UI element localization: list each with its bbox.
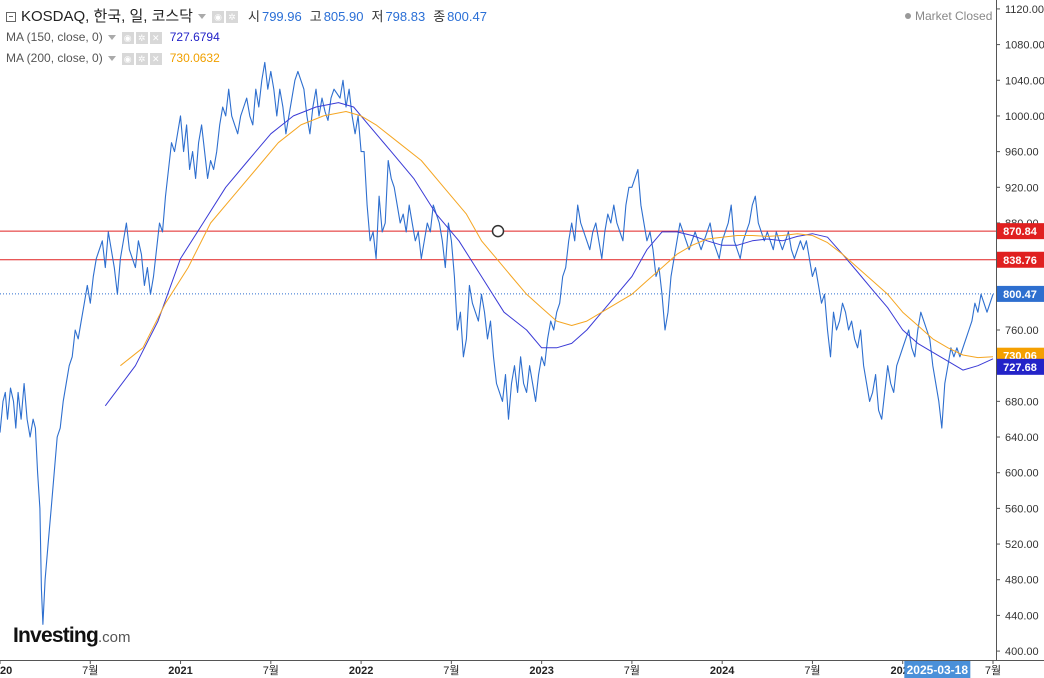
line-anchor-handle bbox=[491, 224, 505, 238]
y-tick-label: 400.00 bbox=[1005, 646, 1039, 658]
x-tick-label: 2023 bbox=[529, 665, 553, 677]
ma150-value: 727.6794 bbox=[169, 30, 220, 44]
settings-icon[interactable]: ✲ bbox=[135, 52, 148, 65]
close-icon[interactable]: ✕ bbox=[149, 52, 162, 65]
market-status: Market Closed bbox=[905, 9, 992, 23]
low-value: 798.83 bbox=[385, 9, 426, 24]
cursor-date-label: 2025-03-18 bbox=[907, 663, 969, 677]
hline-label-box bbox=[997, 251, 1044, 268]
chevron-down-icon[interactable] bbox=[198, 14, 206, 19]
x-tick-label: 2022 bbox=[349, 665, 373, 677]
logo-main: Investing bbox=[13, 624, 99, 647]
hline-label-box bbox=[997, 223, 1044, 240]
ma200-label: MA (200, close, 0) bbox=[6, 51, 103, 65]
investing-logo[interactable]: Investing.com bbox=[13, 624, 131, 648]
symbol-title: KOSDAQ, 한국, 일, 코스닥 bbox=[21, 8, 193, 25]
ma150-row[interactable]: MA (150, close, 0) ◉ ✲ ✕ 727.6794 bbox=[6, 27, 487, 48]
cursor-date-box bbox=[904, 661, 971, 678]
y-tick-label: 1040.00 bbox=[1005, 75, 1044, 87]
x-tick-label: 7월 bbox=[985, 664, 1001, 677]
high-label: 고 bbox=[309, 9, 322, 24]
y-tick-label: 440.00 bbox=[1005, 610, 1039, 622]
chevron-down-icon[interactable] bbox=[107, 35, 116, 40]
visibility-icon[interactable]: ◉ bbox=[212, 10, 224, 23]
ma200-row[interactable]: MA (200, close, 0) ◉ ✲ ✕ 730.0632 bbox=[6, 48, 487, 69]
chevron-down-icon[interactable] bbox=[107, 56, 116, 61]
high-value: 805.90 bbox=[323, 9, 364, 24]
chart-legend: KOSDAQ, 한국, 일, 코스닥 ◉ ✲ 시 799.96 고 805.90 저… bbox=[6, 6, 487, 69]
y-tick-label: 1120.00 bbox=[1005, 4, 1044, 16]
y-tick-label: 520.00 bbox=[1005, 539, 1039, 551]
y-tick-label: 480.00 bbox=[1005, 575, 1039, 587]
logo-suffix: .com bbox=[97, 629, 131, 646]
ma200-line bbox=[120, 111, 994, 367]
x-tick-label: 7월 bbox=[624, 664, 640, 677]
y-tick-label: 960.00 bbox=[1005, 147, 1039, 159]
x-tick-label: 2024 bbox=[710, 665, 735, 677]
hline-label: 870.84 bbox=[1003, 226, 1038, 238]
ma150-line bbox=[104, 102, 994, 407]
open-value: 799.96 bbox=[261, 9, 302, 24]
collapse-icon[interactable] bbox=[6, 11, 16, 22]
ma-label-box bbox=[997, 358, 1044, 375]
visibility-icon[interactable]: ◉ bbox=[121, 31, 134, 44]
close-label: 종 bbox=[433, 9, 446, 24]
status-dot-icon bbox=[905, 13, 911, 19]
symbol-row: KOSDAQ, 한국, 일, 코스닥 ◉ ✲ 시 799.96 고 805.90 저… bbox=[6, 6, 487, 27]
y-tick-label: 920.00 bbox=[1005, 182, 1039, 194]
x-tick-label: 7월 bbox=[263, 664, 279, 677]
y-tick-label: 640.00 bbox=[1005, 432, 1039, 444]
x-tick-label: 7월 bbox=[804, 664, 820, 677]
x-tick-label: 2020 bbox=[0, 665, 12, 677]
x-tick-label: 7월 bbox=[443, 664, 459, 677]
open-label: 시 bbox=[248, 9, 260, 24]
settings-icon[interactable]: ✲ bbox=[226, 10, 238, 23]
y-tick-label: 1080.00 bbox=[1005, 40, 1044, 52]
visibility-icon[interactable]: ◉ bbox=[121, 52, 134, 65]
last-price-box bbox=[997, 285, 1044, 302]
y-tick-label: 760.00 bbox=[1005, 325, 1039, 337]
ma150-label: MA (150, close, 0) bbox=[6, 30, 103, 44]
y-tick-label: 1000.00 bbox=[1005, 111, 1044, 123]
price-line bbox=[0, 61, 994, 625]
y-tick-label: 680.00 bbox=[1005, 396, 1039, 408]
hline-label: 838.76 bbox=[1003, 255, 1037, 267]
close-icon[interactable]: ✕ bbox=[149, 31, 162, 44]
close-value: 800.47 bbox=[447, 9, 487, 24]
ma-label: 727.68 bbox=[1003, 362, 1037, 374]
y-tick-label: 560.00 bbox=[1005, 503, 1039, 515]
last-price-label: 800.47 bbox=[1003, 289, 1037, 301]
ma200-value: 730.0632 bbox=[169, 51, 220, 65]
x-tick-label: 2021 bbox=[168, 665, 192, 677]
y-tick-label: 600.00 bbox=[1005, 468, 1039, 480]
market-status-text: Market Closed bbox=[915, 9, 993, 23]
low-label: 저 bbox=[371, 9, 384, 24]
x-tick-label: 7월 bbox=[82, 664, 98, 677]
settings-icon[interactable]: ✲ bbox=[135, 31, 148, 44]
